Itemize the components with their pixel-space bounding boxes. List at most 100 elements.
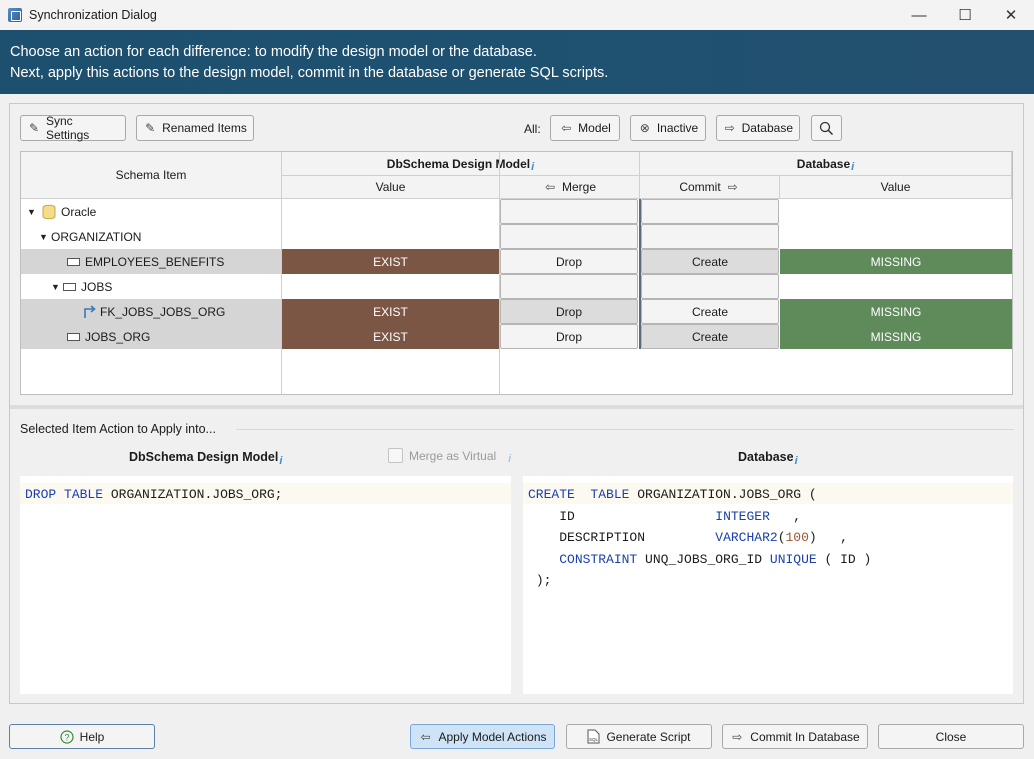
info-icon[interactable]: i bbox=[531, 160, 535, 173]
merge-as-virtual-checkbox[interactable]: Merge as Virtual i bbox=[388, 448, 512, 465]
info-icon[interactable]: i bbox=[279, 455, 283, 467]
close-window-button[interactable]: ✕ bbox=[1004, 7, 1018, 24]
tree-node-label: JOBS bbox=[81, 279, 113, 294]
expand-triangle-icon[interactable]: ▼ bbox=[51, 281, 60, 292]
commit-in-database-button[interactable]: ⇨ Commit In Database bbox=[722, 724, 868, 749]
all-database-button[interactable]: ⇨ Database bbox=[716, 115, 800, 141]
export-icon: ⇨ bbox=[732, 729, 743, 744]
generate-script-label: Generate Script bbox=[606, 729, 691, 744]
svg-text:SQL: SQL bbox=[589, 737, 599, 742]
tree-node-label: Oracle bbox=[61, 204, 97, 219]
column-separator bbox=[499, 152, 500, 394]
sql-keyword: DROP bbox=[25, 487, 57, 502]
sql-text: ORGANIZATION.JOBS_ORG; bbox=[103, 487, 283, 502]
commit-action-button[interactable]: Create bbox=[641, 324, 779, 349]
help-button[interactable]: ? Help bbox=[9, 724, 155, 749]
header-value-right[interactable]: Value bbox=[780, 176, 1012, 199]
commit-action-button[interactable] bbox=[641, 199, 779, 224]
generate-script-button[interactable]: SQL Generate Script bbox=[566, 724, 712, 749]
header-merge[interactable]: ⇦ Merge bbox=[500, 176, 640, 199]
database-heading-label: Database bbox=[738, 450, 794, 464]
header-design-model: DbSchema Design Model i bbox=[282, 152, 640, 176]
all-label: All: bbox=[524, 122, 541, 136]
header-database: Database i bbox=[640, 152, 1012, 176]
minimize-button[interactable]: — bbox=[911, 6, 927, 24]
commit-action-button[interactable] bbox=[641, 224, 779, 249]
merge-action-button[interactable] bbox=[500, 224, 638, 249]
header-commit[interactable]: Commit ⇨ bbox=[640, 176, 780, 199]
sql-keyword: CREATE bbox=[528, 487, 575, 502]
database-cylinder-icon bbox=[42, 204, 56, 219]
cancel-circle-icon: ⊗ bbox=[639, 121, 650, 135]
sql-text: ( bbox=[777, 530, 786, 545]
header-commit-label: Commit bbox=[679, 180, 721, 194]
table-row[interactable]: EMPLOYEES_BENEFITS EXIST Drop Create MIS… bbox=[21, 249, 1012, 274]
all-model-button[interactable]: ⇦ Model bbox=[550, 115, 620, 141]
design-model-sql-editor[interactable]: DROP TABLE ORGANIZATION.JOBS_ORG; bbox=[20, 476, 511, 694]
export-icon: ⇨ bbox=[724, 121, 735, 135]
expand-triangle-icon[interactable]: ▼ bbox=[27, 206, 36, 217]
header-value-left[interactable]: Value bbox=[282, 176, 500, 199]
merge-action-button[interactable]: Drop bbox=[500, 299, 638, 324]
commit-action-button[interactable]: Create bbox=[641, 249, 779, 274]
all-model-label: Model bbox=[578, 121, 611, 135]
merge-action-button[interactable] bbox=[500, 274, 638, 299]
sql-code: DROP TABLE ORGANIZATION.JOBS_ORG; bbox=[25, 484, 282, 506]
column-separator bbox=[281, 152, 282, 394]
tree-node-jobs-org[interactable]: JOBS_ORG bbox=[21, 324, 281, 349]
renamed-items-label: Renamed Items bbox=[162, 121, 247, 135]
tree-node-oracle[interactable]: ▼ Oracle bbox=[21, 199, 281, 224]
app-icon bbox=[8, 8, 22, 22]
help-circle-icon: ? bbox=[60, 729, 74, 744]
merge-action-button[interactable] bbox=[500, 199, 638, 224]
import-icon: ⇦ bbox=[561, 121, 572, 135]
sql-text: , bbox=[840, 530, 848, 545]
header-database-label: Database bbox=[796, 156, 851, 171]
commit-action-button[interactable]: Create bbox=[641, 299, 779, 324]
info-icon[interactable]: i bbox=[851, 160, 855, 173]
merge-action-button[interactable]: Drop bbox=[500, 249, 638, 274]
sql-text: ORGANIZATION.JOBS_ORG ( bbox=[629, 487, 817, 502]
commit-action-button[interactable] bbox=[641, 274, 779, 299]
close-button[interactable]: Close bbox=[878, 724, 1024, 749]
sql-type: VARCHAR2 bbox=[715, 530, 778, 545]
help-label: Help bbox=[79, 729, 105, 744]
pencil-icon: ✎ bbox=[145, 121, 156, 135]
database-sql-editor[interactable]: CREATE TABLE ORGANIZATION.JOBS_ORG ( ID … bbox=[523, 476, 1013, 694]
tree-node-label: JOBS_ORG bbox=[85, 329, 151, 344]
all-inactive-button[interactable]: ⊗ Inactive bbox=[630, 115, 706, 141]
checkbox-box[interactable] bbox=[388, 448, 403, 463]
split-divider[interactable] bbox=[10, 405, 1023, 409]
tree-node-organization[interactable]: ▼ ORGANIZATION bbox=[21, 224, 281, 249]
header-design-model-label: DbSchema Design Model bbox=[386, 156, 531, 171]
import-icon: ⇦ bbox=[544, 180, 556, 194]
selected-action-title: Selected Item Action to Apply into... bbox=[20, 422, 216, 436]
expand-triangle-icon[interactable]: ▼ bbox=[39, 231, 48, 242]
table-row[interactable]: ▼ Oracle bbox=[21, 199, 1012, 224]
title-bar: Synchronization Dialog — ☐ ✕ bbox=[0, 0, 1034, 30]
tree-node-jobs[interactable]: ▼ JOBS bbox=[21, 274, 281, 299]
sync-settings-button[interactable]: ✎ Sync Settings bbox=[20, 114, 126, 142]
sql-keyword: UNIQUE bbox=[769, 551, 817, 567]
header-schema-item[interactable]: Schema Item bbox=[21, 152, 282, 199]
apply-model-actions-button[interactable]: ⇦ Apply Model Actions bbox=[410, 724, 555, 749]
current-line-highlight bbox=[523, 483, 1013, 504]
current-line-highlight bbox=[20, 483, 511, 504]
maximize-button[interactable]: ☐ bbox=[958, 7, 972, 24]
tree-node-employees-benefits[interactable]: EMPLOYEES_BENEFITS bbox=[21, 249, 281, 274]
table-row[interactable]: ▼ ORGANIZATION bbox=[21, 224, 1012, 249]
info-icon: i bbox=[508, 452, 512, 465]
tree-node-fk-jobs-jobs-org[interactable]: FK_JOBS_JOBS_ORG bbox=[21, 299, 281, 324]
window-controls: — ☐ ✕ bbox=[896, 0, 1034, 30]
sql-type: INTEGER bbox=[715, 508, 770, 524]
merge-action-button[interactable]: Drop bbox=[500, 324, 638, 349]
info-icon[interactable]: i bbox=[794, 455, 798, 467]
renamed-items-button[interactable]: ✎ Renamed Items bbox=[136, 115, 254, 141]
sql-text: UNQ_JOBS_ORG_ID bbox=[645, 551, 763, 567]
table-row[interactable]: JOBS_ORG EXIST Drop Create MISSING bbox=[21, 324, 1012, 349]
table-row[interactable]: FK_JOBS_JOBS_ORG EXIST Drop Create MISSI… bbox=[21, 299, 1012, 324]
banner-line-2: Next, apply this actions to the design m… bbox=[10, 65, 609, 81]
tree-node-label: ORGANIZATION bbox=[51, 229, 142, 244]
search-button[interactable] bbox=[811, 115, 842, 141]
table-row[interactable]: ▼ JOBS bbox=[21, 274, 1012, 299]
